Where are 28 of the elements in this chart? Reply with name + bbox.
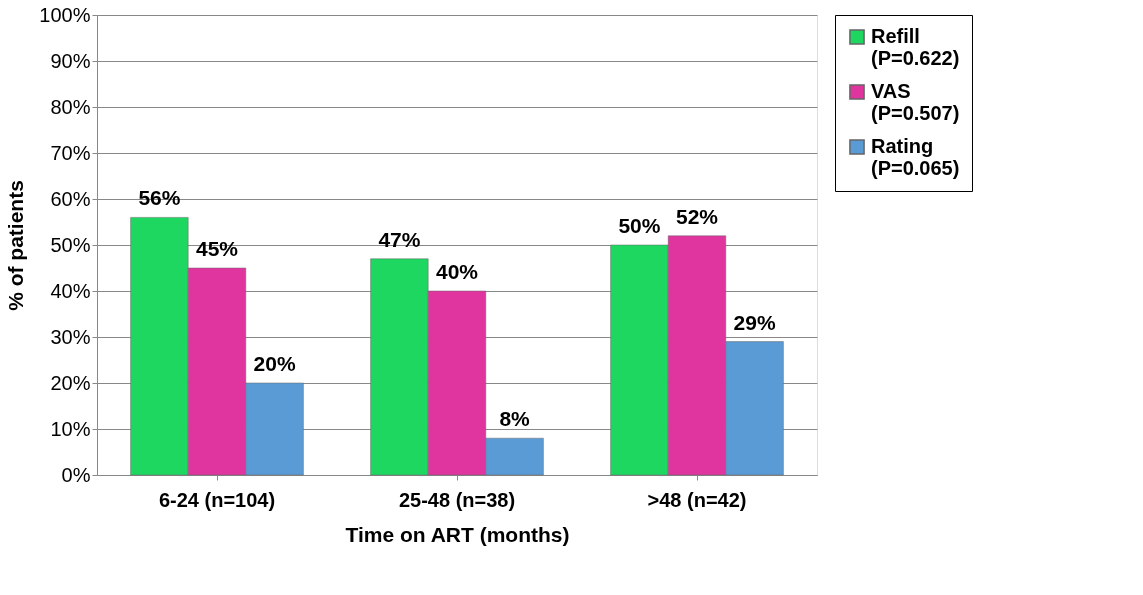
data-label: 56% <box>138 186 181 210</box>
data-label: 29% <box>733 310 776 334</box>
y-tick-label: 50% <box>50 233 91 256</box>
y-tick-label: 30% <box>50 325 91 348</box>
y-tick-label: 90% <box>50 49 91 72</box>
y-tick-label: 20% <box>50 371 91 394</box>
data-label: 50% <box>618 214 661 237</box>
y-tick-label: 10% <box>50 417 91 440</box>
x-tick-label: 6-24 (n=104) <box>158 488 276 511</box>
y-tick-label: 60% <box>50 187 91 210</box>
y-tick-label: 40% <box>50 279 91 302</box>
legend-label: VAS (P=0.507) <box>871 80 960 124</box>
x-axis-title: Time on ART (months) <box>345 522 570 546</box>
data-label: 8% <box>499 407 531 431</box>
y-tick-label: 0% <box>61 463 91 486</box>
x-tick-label: 25-48 (n=38) <box>398 488 516 511</box>
y-tick-label: 70% <box>50 141 91 164</box>
data-label: 52% <box>675 204 719 228</box>
data-label: 47% <box>378 227 421 251</box>
x-tick-label: >48 (n=42) <box>647 488 747 511</box>
y-axis-title: % of patients <box>4 180 28 311</box>
data-label: 45% <box>195 237 239 260</box>
data-label: 20% <box>253 352 296 375</box>
legend-label: Refill (P=0.622) <box>871 25 960 69</box>
y-tick-label: 80% <box>50 95 91 118</box>
y-tick-label: 100% <box>39 3 91 26</box>
data-label: 40% <box>435 260 479 283</box>
legend-label: Rating (P=0.065) <box>871 135 960 179</box>
